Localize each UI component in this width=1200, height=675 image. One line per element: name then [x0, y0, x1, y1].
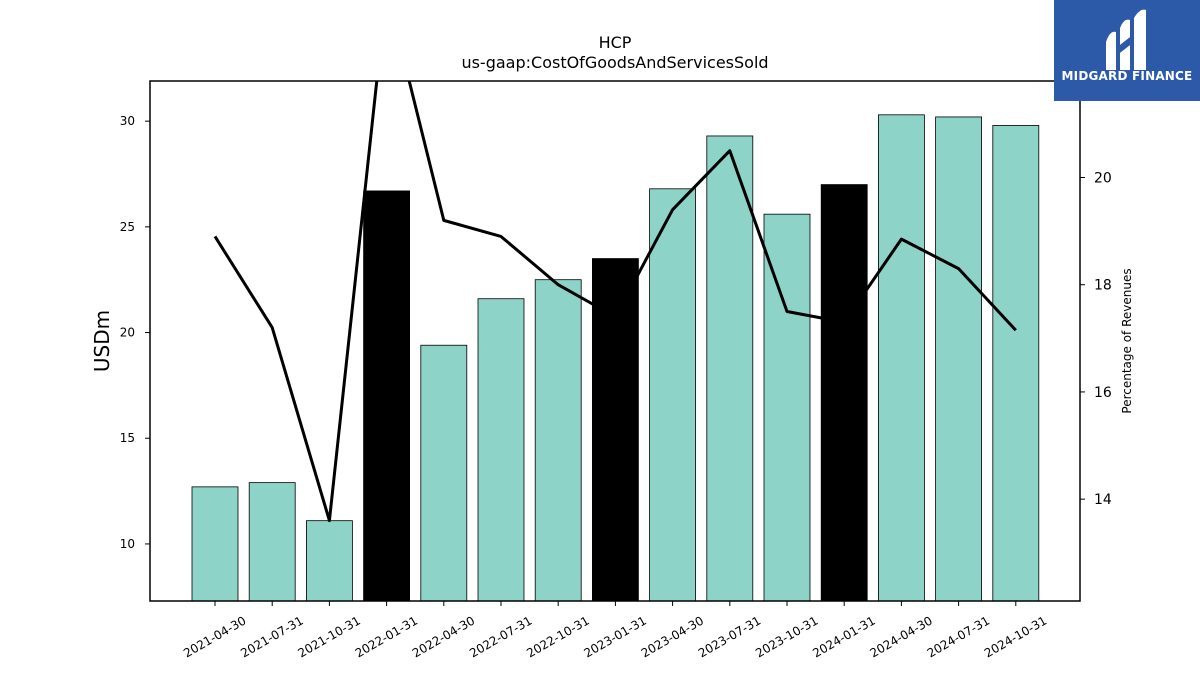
- x-tick-label: 2024-10-31: [982, 613, 1049, 660]
- x-tick-label: 2022-01-31: [353, 613, 420, 660]
- y2-tick-label: 14: [1094, 492, 1112, 508]
- x-tick-label: 2022-04-30: [410, 613, 477, 660]
- y-axis-label: USDm: [90, 310, 114, 372]
- bar-2021-04-30: [191, 486, 239, 601]
- y-tick-label: 10: [120, 537, 135, 551]
- x-tick-label: 2023-04-30: [639, 613, 706, 660]
- bar-2022-04-30: [420, 344, 468, 601]
- x-tick-label: 2022-07-31: [467, 613, 534, 660]
- x-tick-label: 2023-01-31: [581, 613, 648, 660]
- y-tick-label: 25: [120, 220, 135, 234]
- y2-tick-label: 20: [1094, 170, 1112, 186]
- bar-2023-07-31: [706, 135, 754, 601]
- chart-title: HCP: [599, 33, 632, 52]
- bar-2022-01-31: [363, 190, 411, 601]
- bar-2021-07-31: [248, 482, 296, 601]
- bar-2024-04-30: [878, 114, 925, 601]
- bar-2024-07-31: [935, 116, 982, 601]
- logo-mark-icon: [1106, 9, 1146, 70]
- y-tick-label: 20: [120, 326, 135, 340]
- y-tick-label: 30: [120, 114, 135, 128]
- x-tick-label: 2024-04-30: [867, 613, 934, 660]
- x-tick-label: 2023-10-31: [753, 613, 820, 660]
- x-tick-label: 2022-10-31: [524, 613, 591, 660]
- chart-subtitle: us-gaap:CostOfGoodsAndServicesSold: [461, 53, 768, 72]
- bar-2021-10-31: [305, 520, 353, 601]
- bar-2024-01-31: [820, 184, 868, 601]
- bar-2022-10-31: [534, 279, 582, 601]
- bar-2022-07-31: [477, 298, 525, 601]
- x-tick-label: 2023-07-31: [696, 613, 763, 660]
- bar-2023-10-31: [763, 213, 811, 601]
- x-tick-label: 2021-07-31: [238, 613, 305, 660]
- logo-text: MIDGARD FINANCE: [1061, 69, 1193, 83]
- x-tick-label: 2021-10-31: [295, 613, 362, 660]
- percentage-line: [213, 81, 1017, 523]
- bar-2024-10-31: [992, 124, 1040, 601]
- x-tick-label: 2024-07-31: [925, 613, 992, 660]
- bar-2023-01-31: [592, 258, 639, 601]
- midgard-finance-logo: MIDGARD FINANCE: [1054, 0, 1200, 101]
- x-tick-label: 2021-04-30: [181, 613, 248, 660]
- y2-tick-label: 16: [1094, 385, 1112, 401]
- y2-axis-label: Percentage of Revenues: [1120, 268, 1134, 413]
- y2-tick-label: 18: [1094, 278, 1112, 294]
- bar-2023-04-30: [649, 188, 696, 601]
- x-tick-label: 2024-01-31: [810, 613, 877, 660]
- y-tick-label: 15: [120, 431, 135, 445]
